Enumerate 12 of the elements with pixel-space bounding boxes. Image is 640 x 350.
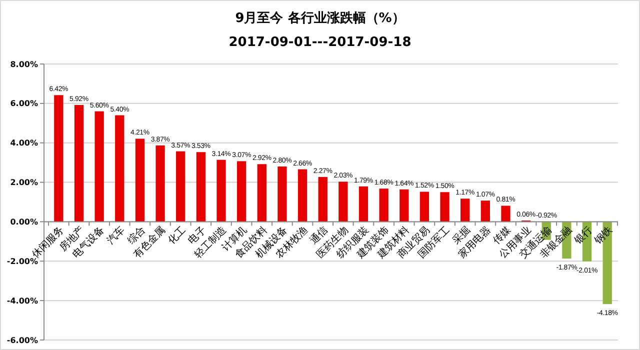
y-tick-label: -6.00%	[6, 336, 38, 345]
y-tick-label: 8.00%	[10, 60, 38, 69]
chart-title: 9月至今 各行业涨跌幅（%）	[235, 11, 405, 26]
y-tick-label: 0.00%	[10, 218, 38, 227]
chart-subtitle: 2017-09-01---2017-09-18	[228, 35, 412, 50]
y-tick-label: -2.00%	[6, 256, 38, 266]
y-tick-label: -4.00%	[6, 296, 38, 306]
x-tick-label: 化工	[166, 224, 188, 246]
y-tick-label: 6.00%	[10, 99, 38, 108]
y-tick-label: 4.00%	[10, 138, 38, 148]
x-tick-label: 汽车	[104, 224, 128, 246]
y-tick-label: 2.00%	[10, 178, 38, 188]
